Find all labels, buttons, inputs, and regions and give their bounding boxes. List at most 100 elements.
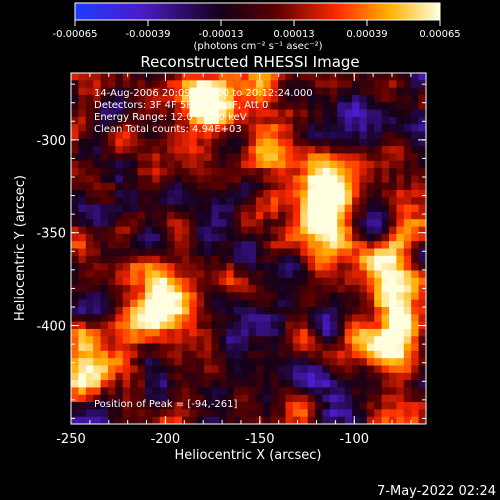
- heatmap-cell: [152, 94, 161, 103]
- heatmap-cell: [329, 80, 338, 89]
- heatmap-cell: [71, 277, 79, 286]
- heatmap-cell: [263, 299, 272, 308]
- heatmap-cell: [159, 124, 168, 133]
- heatmap-cell: [292, 94, 301, 103]
- heatmap-cell: [144, 394, 153, 403]
- heatmap-cell: [107, 292, 116, 301]
- heatmap-cell: [300, 416, 309, 424]
- heatmap-cell: [189, 102, 198, 111]
- heatmap-cell: [159, 387, 168, 396]
- heatmap-cell: [122, 409, 131, 418]
- heatmap-cell: [263, 241, 272, 250]
- heatmap-cell: [307, 102, 316, 111]
- heatmap-cell: [374, 277, 383, 286]
- heatmap-cell: [115, 124, 124, 133]
- heatmap-cell: [307, 138, 316, 147]
- heatmap-cell: [130, 314, 139, 323]
- heatmap-cell: [403, 80, 412, 89]
- heatmap-cell: [71, 402, 79, 410]
- info-energy-range: Energy Range: 12.0 - 25.0 keV: [94, 112, 247, 123]
- heatmap-cell: [381, 402, 390, 410]
- heatmap-cell: [374, 138, 383, 147]
- heatmap-cell: [292, 358, 301, 367]
- heatmap-cell: [189, 365, 198, 374]
- heatmap-cell: [122, 116, 131, 125]
- heatmap-cell: [389, 138, 398, 147]
- heatmap-cell: [366, 160, 375, 169]
- heatmap-cell: [307, 73, 316, 81]
- heatmap-cell: [292, 182, 301, 191]
- heatmap-cell: [322, 380, 331, 389]
- heatmap-cell: [71, 394, 79, 403]
- heatmap-cell: [211, 299, 220, 308]
- heatmap-cell: [366, 343, 375, 352]
- heatmap-cell: [78, 168, 87, 176]
- heatmap-cell: [152, 153, 161, 162]
- heatmap-cell: [359, 372, 368, 381]
- heatmap-cell: [248, 328, 257, 337]
- heatmap-cell: [344, 270, 353, 279]
- heatmap-cell: [403, 299, 412, 308]
- heatmap-cell: [196, 328, 205, 337]
- heatmap-cell: [418, 124, 426, 133]
- heatmap-cell: [122, 255, 131, 264]
- heatmap-cell: [359, 80, 368, 89]
- heatmap-cell: [307, 153, 316, 162]
- heatmap-cell: [78, 94, 87, 103]
- colorbar-ticks: -0.00065 -0.00039 -0.00013 0.00013 0.00039 0.…: [53, 20, 461, 40]
- heatmap-cell: [167, 365, 176, 374]
- heatmap-cell: [403, 380, 412, 389]
- heatmap-cell: [396, 226, 405, 235]
- heatmap-cell: [278, 182, 287, 191]
- heatmap-cell: [374, 299, 383, 308]
- heatmap-cell: [411, 73, 420, 81]
- heatmap-cell: [181, 358, 190, 367]
- heatmap-cell: [115, 270, 124, 279]
- heatmap-cell: [100, 241, 109, 250]
- heatmap-cell: [285, 277, 294, 286]
- heatmap-cell: [115, 307, 124, 315]
- heatmap-cell: [167, 168, 176, 176]
- heatmap-cell: [411, 211, 420, 220]
- heatmap-cell: [152, 358, 161, 367]
- heatmap-cell: [381, 160, 390, 169]
- heatmap-cell: [130, 358, 139, 367]
- heatmap-cell: [374, 350, 383, 359]
- heatmap-cell: [100, 380, 109, 389]
- heatmap-cell: [337, 197, 346, 206]
- heatmap-cell: [307, 248, 316, 257]
- heatmap-cell: [71, 263, 79, 272]
- heatmap-cell: [389, 204, 398, 213]
- heatmap-cell: [352, 153, 361, 162]
- heatmap-cell: [292, 387, 301, 396]
- heatmap-cell: [115, 365, 124, 374]
- heatmap-cell: [181, 131, 190, 140]
- heatmap-cell: [241, 255, 250, 264]
- heatmap-cell: [418, 204, 426, 213]
- heatmap-cell: [278, 328, 287, 337]
- heatmap-cell: [167, 131, 176, 140]
- heatmap-cell: [218, 109, 227, 118]
- heatmap-cell: [270, 277, 279, 286]
- heatmap-cell: [396, 263, 405, 272]
- heatmap-cell: [130, 285, 139, 293]
- heatmap-cell: [248, 80, 257, 89]
- heatmap-cell: [107, 336, 116, 345]
- heatmap-cell: [389, 219, 398, 228]
- heatmap-cell: [130, 102, 139, 111]
- heatmap-cell: [152, 204, 161, 213]
- heatmap-cell: [344, 372, 353, 381]
- heatmap-cell: [241, 80, 250, 89]
- heatmap-cell: [389, 109, 398, 118]
- heatmap-cell: [152, 146, 161, 155]
- heatmap-cell: [107, 146, 116, 155]
- heatmap-cell: [389, 402, 398, 410]
- heatmap-cell: [418, 402, 426, 410]
- heatmap-cell: [204, 233, 213, 242]
- heatmap-cell: [233, 277, 242, 286]
- heatmap-cell: [93, 277, 102, 286]
- heatmap-cell: [115, 343, 124, 352]
- heatmap-cell: [78, 255, 87, 264]
- heatmap-cell: [226, 146, 235, 155]
- heatmap-cell: [270, 233, 279, 242]
